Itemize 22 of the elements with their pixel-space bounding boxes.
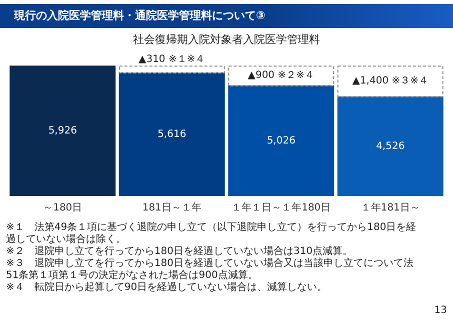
chart-subtitle: 社会復帰期入院対象者入院医学管理料 <box>132 32 321 47</box>
bar <box>118 72 225 196</box>
text: ※３ 退院申し立てを行ってから180日を経過していない場合又は当該申し立てについて法51条第１項第１号の決定がなされた場合は900点減算。 <box>6 258 414 282</box>
data-label: 5,616 <box>158 128 186 140</box>
data-label: 5,026 <box>266 135 296 146</box>
x-tick-label: １年１日～１年180日 <box>232 202 331 214</box>
text: 13 <box>434 305 447 316</box>
data-label: ▲310 ※１※４ <box>138 54 206 66</box>
data-label: 5,926 <box>48 125 77 136</box>
x-tick-label: １年181日～ <box>360 202 420 214</box>
text: ※１ 法第49条１項に基づく退院の申し立て（以下退院申し立て）を行ってから180日を経過していない場合は除く。 <box>6 222 418 246</box>
data-label: ▲1,400 ※３※４ <box>352 76 429 87</box>
bar <box>10 66 116 196</box>
text: ※２ 退院申し立てを行ってから180日を経過していない場合は310点減算。 <box>6 246 354 258</box>
bar <box>228 85 334 196</box>
x-tick-label: ～180日 <box>43 202 82 214</box>
x-tick-label: 181日～１年 <box>142 202 202 214</box>
chart-title: 現行の入院医学管理料・通院医学管理料について③ <box>0 4 453 28</box>
bar <box>337 96 444 196</box>
text: ※４ 転院日から起算して90日を経過していない場合は、減算しない。 <box>6 282 328 294</box>
data-label: 4,526 <box>376 140 405 152</box>
data-label: ▲900 ※２※４ <box>248 70 314 82</box>
